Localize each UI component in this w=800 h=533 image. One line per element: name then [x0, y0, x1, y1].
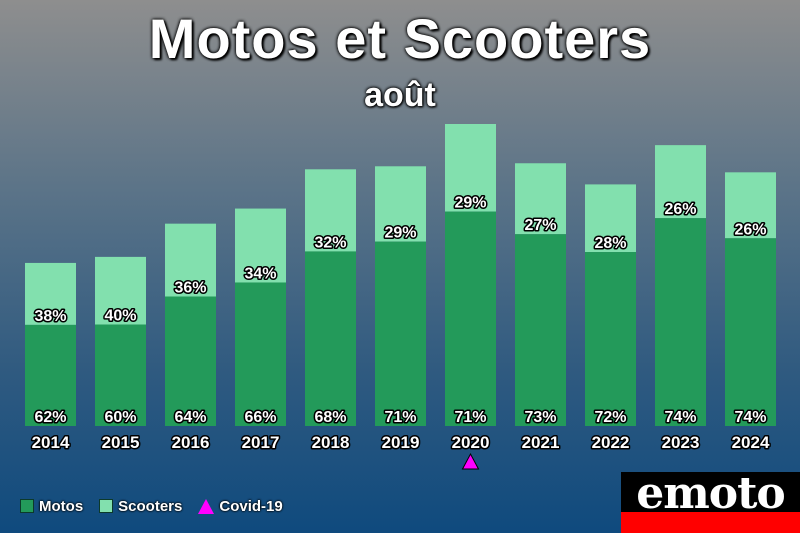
x-tick-2018: 2018 [312, 433, 350, 452]
label-motos-2016: 64% [174, 409, 206, 426]
x-tick-2016: 2016 [172, 433, 210, 452]
covid-marker-2020 [461, 452, 480, 470]
label-scooters-2017: 34% [244, 265, 276, 282]
label-scooters-2022: 28% [594, 235, 626, 252]
label-scooters-2014: 38% [34, 308, 66, 325]
label-motos-2020: 71% [454, 409, 486, 426]
x-tick-2019: 2019 [382, 433, 420, 452]
bar-motos-2020 [445, 211, 496, 426]
bar-scooters-2018 [305, 169, 356, 252]
label-scooters-2015: 40% [104, 308, 136, 325]
legend-item-scooters: Scooters [99, 498, 182, 515]
bar-motos-2014 [25, 324, 76, 426]
bar-scooters-2015 [95, 256, 146, 325]
bar-motos-2018 [305, 251, 356, 426]
x-tick-2021: 2021 [522, 433, 560, 452]
label-scooters-2021: 27% [524, 217, 556, 234]
label-motos-2024: 74% [734, 409, 766, 426]
x-tick-2022: 2022 [592, 433, 630, 452]
label-motos-2022: 72% [594, 409, 626, 426]
label-scooters-2020: 29% [454, 195, 486, 212]
bar-scooters-2016 [165, 223, 216, 297]
legend: Motos Scooters Covid-19 [20, 496, 283, 516]
legend-label-scooters: Scooters [118, 497, 183, 515]
label-motos-2018: 68% [314, 409, 346, 426]
label-motos-2017: 66% [244, 409, 276, 426]
legend-swatch-motos [20, 499, 34, 513]
bar-motos-2016 [165, 296, 216, 426]
legend-item-covid: Covid-19 [198, 497, 283, 515]
logo-text: emoto [636, 472, 786, 519]
x-tick-2024: 2024 [732, 433, 770, 452]
label-motos-2015: 60% [104, 409, 136, 426]
legend-item-motos: Motos [20, 498, 83, 515]
bar-motos-2019 [375, 241, 426, 426]
bar-motos-2017 [235, 282, 286, 426]
label-motos-2021: 73% [524, 409, 556, 426]
label-scooters-2019: 29% [384, 225, 416, 242]
x-tick-2014: 2014 [32, 433, 70, 452]
bar-scooters-2017 [235, 208, 286, 283]
label-motos-2019: 71% [384, 409, 416, 426]
legend-label-motos: Motos [39, 497, 84, 515]
chart-subtitle: août [364, 76, 436, 114]
legend-swatch-scooters [99, 499, 114, 513]
bar-motos-2024 [725, 238, 776, 426]
bar-scooters-2020 [445, 124, 496, 212]
label-scooters-2024: 26% [734, 221, 766, 238]
emoto-logo: emoto [621, 472, 800, 533]
chart-title: Motos et Scooters [148, 7, 652, 70]
x-tick-2015: 2015 [102, 433, 140, 452]
bar-scooters-2014 [25, 262, 76, 325]
bar-scooters-2021 [515, 163, 566, 235]
bar-motos-2015 [95, 324, 146, 426]
bar-scooters-2023 [655, 145, 706, 219]
label-motos-2014: 62% [34, 409, 66, 426]
label-scooters-2018: 32% [314, 234, 346, 251]
x-tick-2020: 2020 [452, 433, 490, 452]
logo-black-band [621, 472, 800, 512]
bar-motos-2021 [515, 234, 566, 426]
covid-triangle-icon [198, 498, 215, 514]
x-tick-2017: 2017 [242, 433, 280, 452]
x-tick-2023: 2023 [662, 433, 700, 452]
bar-motos-2022 [585, 252, 636, 426]
label-scooters-2016: 36% [174, 280, 206, 297]
label-scooters-2023: 26% [664, 201, 696, 218]
bar-scooters-2019 [375, 166, 426, 242]
label-motos-2023: 74% [664, 409, 696, 426]
bar-motos-2023 [655, 218, 706, 426]
bar-scooters-2022 [585, 184, 636, 253]
legend-label-covid: Covid-19 [219, 497, 283, 515]
bar-scooters-2024 [725, 172, 776, 239]
